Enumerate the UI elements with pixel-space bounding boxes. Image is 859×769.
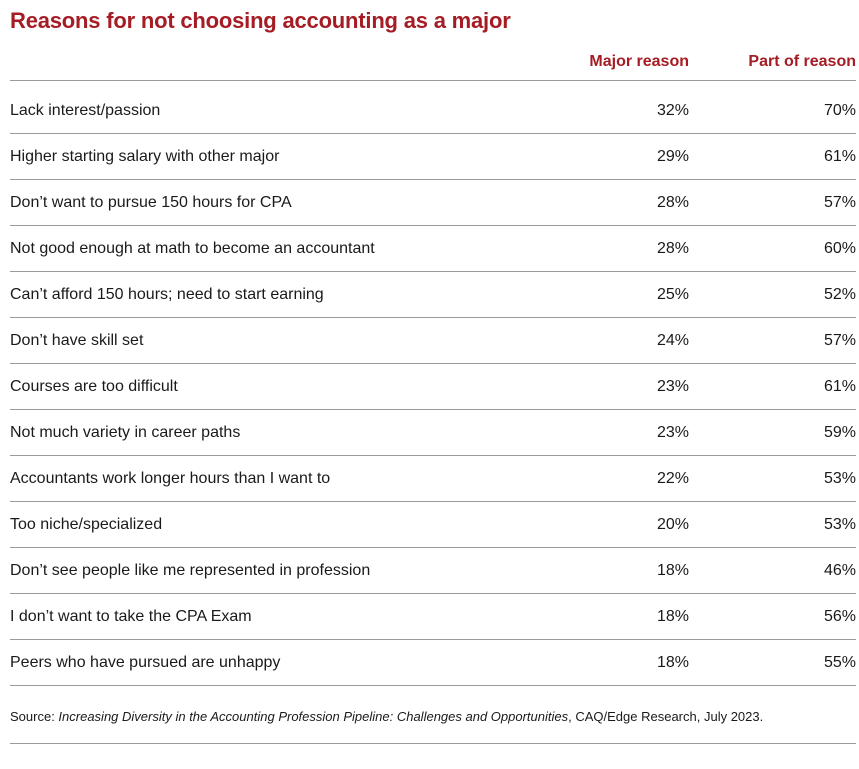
row-label: Peers who have pursued are unhappy: [10, 654, 281, 671]
table-row: Lack interest/passion 32% 70%: [10, 81, 856, 134]
row-label: Too niche/specialized: [10, 516, 163, 533]
row-label: Not much variety in career paths: [10, 424, 241, 441]
table-row: Don’t see people like me represented in …: [10, 548, 856, 594]
part-of-reason-value: 56%: [823, 608, 856, 625]
bottom-rule: [10, 743, 856, 744]
part-of-reason-value: 55%: [823, 654, 856, 671]
table-row: Higher starting salary with other major 2…: [10, 134, 856, 180]
table-row: Peers who have pursued are unhappy 18% 55%: [10, 640, 856, 686]
major-reason-value: 28%: [656, 240, 689, 257]
major-reason-value: 23%: [656, 378, 689, 395]
part-of-reason-value: 61%: [823, 378, 856, 395]
table-row: Courses are too difficult 23% 61%: [10, 364, 856, 410]
row-label: Lack interest/passion: [10, 102, 161, 119]
part-of-reason-value: 57%: [823, 194, 856, 211]
row-label: Don’t see people like me represented in …: [10, 562, 371, 579]
data-table: Major reason Part of reason Lack interes…: [10, 46, 856, 686]
row-label: Don’t have skill set: [10, 332, 144, 349]
major-reason-value: 25%: [656, 286, 689, 303]
major-reason-value: 18%: [656, 562, 689, 579]
part-of-reason-value: 61%: [823, 148, 856, 165]
major-reason-value: 20%: [656, 516, 689, 533]
column-header-major-reason: Major reason: [589, 53, 689, 70]
table-body: Lack interest/passion 32% 70% Higher starti…: [10, 81, 856, 686]
major-reason-value: 28%: [656, 194, 689, 211]
part-of-reason-value: 46%: [823, 562, 856, 579]
major-reason-value: 23%: [656, 424, 689, 441]
table-row: Not much variety in career paths 23% 59%: [10, 410, 856, 456]
table-row: Too niche/specialized 20% 53%: [10, 502, 856, 548]
major-reason-value: 32%: [656, 102, 689, 119]
row-label: Don’t want to pursue 150 hours for CPA: [10, 194, 292, 211]
table-header: Major reason Part of reason: [10, 46, 856, 81]
major-reason-value: 18%: [656, 654, 689, 671]
row-label: Not good enough at math to become an acc…: [10, 240, 375, 257]
source-publication: Increasing Diversity in the Accounting P…: [58, 709, 569, 724]
table-row: I don’t want to take the CPA Exam 18% 56%: [10, 594, 856, 640]
major-reason-value: 29%: [656, 148, 689, 165]
major-reason-value: 18%: [656, 608, 689, 625]
table-row: Not good enough at math to become an acc…: [10, 226, 856, 272]
table-row: Don’t have skill set 24% 57%: [10, 318, 856, 364]
part-of-reason-value: 52%: [823, 286, 856, 303]
table-row: Can’t afford 150 hours; need to start ea…: [10, 272, 856, 318]
part-of-reason-value: 57%: [823, 332, 856, 349]
source-note: Source: Increasing Diversity in the Acco…: [10, 709, 763, 724]
part-of-reason-value: 59%: [823, 424, 856, 441]
row-label: Courses are too difficult: [10, 378, 178, 395]
part-of-reason-value: 60%: [823, 240, 856, 257]
table-row: Accountants work longer hours than I wan…: [10, 456, 856, 502]
row-label: I don’t want to take the CPA Exam: [10, 608, 252, 625]
part-of-reason-value: 53%: [823, 516, 856, 533]
major-reason-value: 24%: [656, 332, 689, 349]
column-header-part-of-reason: Part of reason: [748, 53, 856, 70]
source-prefix: Source:: [10, 709, 59, 724]
part-of-reason-value: 70%: [823, 102, 856, 119]
row-label: Accountants work longer hours than I wan…: [10, 470, 331, 487]
major-reason-value: 22%: [656, 470, 689, 487]
table-row: Don’t want to pursue 150 hours for CPA 28…: [10, 180, 856, 226]
row-label: Can’t afford 150 hours; need to start ea…: [10, 286, 324, 303]
chart-title: Reasons for not choosing accounting as a…: [10, 8, 511, 33]
source-suffix: , CAQ/Edge Research, July 2023.: [568, 709, 764, 724]
row-label: Higher starting salary with other major: [10, 148, 280, 165]
part-of-reason-value: 53%: [823, 470, 856, 487]
